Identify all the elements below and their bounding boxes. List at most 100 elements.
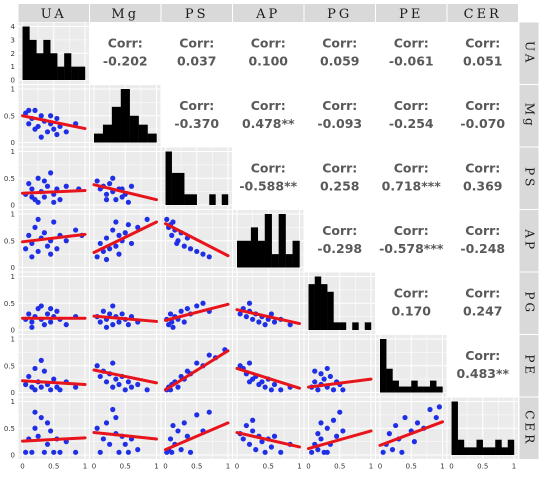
scatter-point (26, 107, 32, 113)
scatter-point (57, 387, 63, 393)
corr-label: Corr: (322, 160, 357, 175)
scatter-point (110, 303, 116, 309)
scatter-point (97, 449, 103, 455)
hist-bar-cer (482, 447, 490, 455)
scatter-point (107, 181, 113, 187)
scatter-point (38, 134, 44, 140)
scatter-point (309, 449, 315, 455)
scatter-point (110, 227, 116, 233)
scatter-point (110, 384, 116, 390)
strip-top-label-ap: AP (255, 7, 280, 22)
scatter-point (26, 232, 32, 238)
scatter-point (116, 251, 122, 257)
hist-bar-cer (489, 447, 496, 455)
y-tick-label: 4 (11, 23, 16, 31)
y-tick-label: 0 (11, 202, 15, 210)
x-tick-label: 1 (369, 463, 373, 471)
hist-bar-ap (250, 227, 259, 268)
scatter-point (35, 433, 41, 439)
hist-bar-pg (321, 284, 328, 330)
scatter-point (51, 219, 57, 225)
scatter-point (246, 360, 253, 366)
corr-label: Corr: (465, 35, 500, 50)
scatter-point (315, 431, 321, 437)
hist-bar-pe (430, 380, 437, 393)
scatter-point (246, 379, 253, 385)
scatter-point (113, 376, 119, 382)
corr-value-mg-pe: -0.254 (389, 116, 434, 131)
scatter-point (181, 243, 187, 249)
corr-panel-pg-pe (376, 272, 447, 334)
scatter-point (389, 447, 396, 453)
corr-panel-ua-mg (90, 22, 161, 84)
scatter-point (94, 178, 100, 184)
strip-top-label-mg: Mg (111, 7, 139, 22)
scatter-point (54, 246, 60, 252)
scatter-point (330, 417, 337, 423)
scatter-point (337, 409, 343, 415)
hist-bar-cer (507, 439, 515, 455)
scatter-point (26, 373, 32, 380)
fit-line-mg-ua (21, 114, 87, 131)
hist-bar-mg (138, 124, 148, 143)
scatter-point (169, 319, 175, 325)
corr-label: Corr: (179, 35, 214, 50)
x-tick-label: 0.5 (191, 463, 202, 471)
scatter-point (181, 319, 187, 325)
strip-top-label-ps: PS (185, 7, 209, 22)
y-tick-label: 0 (11, 264, 15, 272)
hist-bar-pe (398, 386, 406, 393)
hist-bar-cer (476, 439, 483, 455)
x-tick-label: 0 (306, 463, 310, 471)
fit-line-pe-mg (92, 368, 158, 385)
strip-top-ua (18, 4, 89, 22)
hist-bar-ps (184, 194, 191, 205)
corr-value-mg-cer: -0.070 (460, 116, 505, 131)
scatter-point (116, 381, 122, 388)
hist-bar-ua (64, 53, 72, 80)
scatter-point (63, 183, 69, 189)
y-tick-label: 0 (11, 139, 15, 147)
scatter-point (107, 246, 113, 252)
scatter-point (44, 243, 51, 249)
scatter-point (57, 449, 63, 455)
strip-top-label-pg: PG (327, 7, 352, 22)
y-tick-label: 0.5 (4, 237, 15, 245)
fit-line-pe-pg (307, 377, 373, 389)
hist-bar-mg (147, 133, 157, 143)
scatter-point (103, 235, 110, 241)
x-tick-label: 0 (92, 463, 96, 471)
scatter-point (175, 384, 181, 390)
x-tick-label: 1 (226, 463, 230, 471)
scatter-point (174, 240, 180, 247)
hist-bar-ua (57, 66, 65, 80)
hist-bar-mg (111, 106, 121, 143)
corr-panel-ap-pe (376, 210, 447, 272)
strip-right-pg (519, 272, 539, 334)
corr-value-ua-pg: 0.059 (320, 53, 360, 68)
scatter-point (128, 183, 135, 189)
scatter-point (175, 428, 181, 434)
strip-right-label-pg: PG (523, 291, 537, 315)
strip-right-label-mg: Mg (523, 103, 537, 129)
scatter-point (262, 322, 268, 328)
scatter-point (167, 311, 174, 317)
y-tick-label: 0.5 (4, 175, 15, 183)
scatter-point (184, 433, 190, 439)
y-tick-label: 0 (11, 77, 15, 85)
scatter-point (48, 319, 54, 325)
y-tick-label: 0 (11, 389, 15, 397)
x-tick-label: 1 (154, 463, 158, 471)
scatter-point (41, 322, 47, 328)
x-tick-label: 0.5 (477, 463, 488, 471)
corr-value-ap-pg: -0.298 (317, 241, 362, 256)
corr-panel-ua-ps (161, 22, 232, 84)
scatter-point (29, 186, 35, 192)
x-tick-label: 1 (83, 463, 87, 471)
fit-line-cer-ap (235, 431, 301, 449)
strip-right-ap (519, 210, 539, 272)
scatter-point (386, 431, 392, 437)
scatter-point (315, 447, 321, 453)
hist-bar-ps (165, 151, 172, 205)
scatter-point (41, 368, 47, 374)
